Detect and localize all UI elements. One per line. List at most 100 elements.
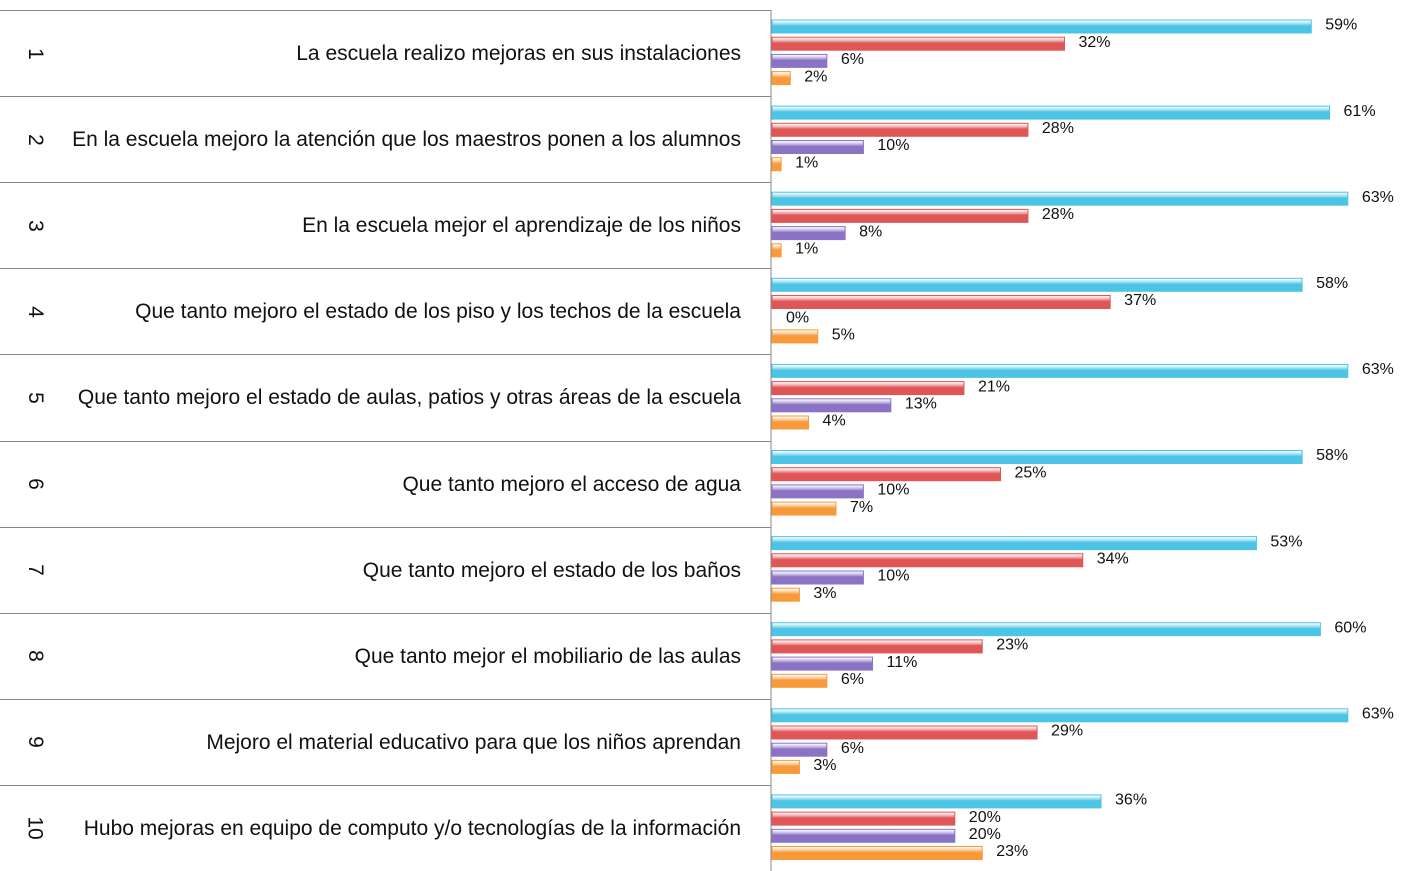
- data-label: 10%: [877, 482, 909, 499]
- data-label: 61%: [1344, 103, 1376, 120]
- category-cell: Que tanto mejoro el acceso de agua: [60, 442, 741, 527]
- category-cell: Que tanto mejoro el estado de aulas, pat…: [60, 355, 741, 440]
- table-row: 5 Que tanto mejoro el estado de aulas, pa…: [0, 354, 771, 440]
- bar: [771, 639, 983, 654]
- bar: [771, 36, 1065, 51]
- bar: [771, 53, 828, 68]
- data-label: 25%: [1015, 464, 1047, 481]
- data-label: 6%: [841, 51, 864, 68]
- bar: [771, 708, 1349, 723]
- bar: [771, 243, 782, 258]
- data-label: 2%: [804, 68, 827, 85]
- data-label: 23%: [996, 637, 1028, 654]
- bar: [771, 226, 846, 241]
- bar: [771, 828, 956, 843]
- data-label: 63%: [1362, 361, 1394, 378]
- category-label: Que tanto mejoro el estado de los baños: [362, 558, 741, 582]
- bar: [771, 208, 1029, 223]
- category-cell: En la escuela mejoro la atención que los…: [60, 97, 741, 182]
- data-label: 63%: [1362, 706, 1394, 723]
- table-row: 7 Que tanto mejoro el estado de los baños: [0, 526, 771, 613]
- category-cell: En la escuela mejor el aprendizaje de lo…: [60, 183, 741, 268]
- data-label: 28%: [1042, 120, 1074, 137]
- bar: [771, 501, 837, 516]
- bar: [771, 140, 864, 154]
- bar: [771, 759, 800, 774]
- bar: [771, 553, 1084, 568]
- category-label: Que tanto mejoro el acceso de agua: [402, 472, 741, 496]
- bar: [771, 656, 874, 671]
- bar: [771, 277, 1303, 292]
- data-label: 28%: [1042, 206, 1074, 223]
- table-row: 10 Hubo mejoras en equipo de computo y/o …: [0, 784, 771, 871]
- category-label: Hubo mejoras en equipo de computo y/o te…: [83, 816, 741, 840]
- data-label: 10%: [877, 137, 909, 154]
- category-cell: Mejoro el material educativo para que lo…: [60, 700, 741, 785]
- bar: [771, 122, 1029, 137]
- bar: [771, 105, 1331, 120]
- bar: [771, 811, 956, 826]
- data-label: 6%: [841, 671, 864, 688]
- category-cell: Que tanto mejor el mobiliario de las aul…: [60, 614, 741, 699]
- bar: [771, 450, 1303, 464]
- data-label: 10%: [877, 568, 909, 585]
- category-label: Que tanto mejoro el estado de aulas, pat…: [77, 386, 741, 410]
- category-label: Que tanto mejor el mobiliario de las aul…: [354, 644, 741, 668]
- data-label: 63%: [1362, 189, 1394, 206]
- data-label: 8%: [859, 223, 882, 240]
- data-label: 21%: [978, 378, 1010, 395]
- bar: [771, 295, 1111, 309]
- bar: [771, 587, 800, 602]
- table-row: 6 Que tanto mejoro el acceso de agua: [0, 440, 771, 527]
- data-label: 59%: [1325, 17, 1357, 34]
- data-label: 37%: [1124, 292, 1156, 309]
- data-label: 34%: [1097, 551, 1129, 568]
- data-label: 60%: [1334, 619, 1366, 636]
- bar: [771, 329, 819, 344]
- data-label: 11%: [887, 654, 918, 671]
- bar: [771, 71, 791, 86]
- bar: [771, 484, 864, 499]
- bar: [771, 673, 828, 688]
- data-label: 20%: [969, 809, 1001, 826]
- bar: [771, 467, 1001, 482]
- data-label: 3%: [813, 757, 836, 774]
- category-label: Que tanto mejoro el estado de los piso y…: [135, 300, 741, 324]
- category-label: En la escuela mejor el aprendizaje de lo…: [302, 214, 741, 238]
- data-label: 20%: [969, 826, 1001, 843]
- table-row: 8 Que tanto mejor el mobiliario de las au…: [0, 612, 771, 699]
- data-label: 7%: [850, 499, 873, 516]
- bar: [771, 570, 864, 585]
- bar: [771, 381, 965, 396]
- data-label: 29%: [1051, 723, 1083, 740]
- data-label: 5%: [832, 327, 855, 344]
- category-cell: Que tanto mejoro el estado de los piso y…: [60, 269, 741, 354]
- table-row: 9 Mejoro el material educativo para que l…: [0, 698, 771, 785]
- data-label: 23%: [996, 843, 1028, 860]
- bar: [771, 794, 1102, 809]
- category-cell: Hubo mejoras en equipo de computo y/o te…: [60, 786, 741, 871]
- category-cell: La escuela realizo mejoras en sus instal…: [60, 11, 741, 96]
- data-label: 0%: [786, 309, 809, 326]
- data-label: 13%: [905, 396, 937, 413]
- category-cell: Que tanto mejoro el estado de los baños: [60, 528, 741, 613]
- data-label: 36%: [1115, 792, 1147, 809]
- data-label: 6%: [841, 740, 864, 757]
- category-label: La escuela realizo mejoras en sus instal…: [296, 42, 741, 66]
- data-label: 1%: [795, 154, 818, 171]
- category-label: En la escuela mejoro la atención que los…: [72, 128, 741, 152]
- data-label: 58%: [1316, 275, 1348, 292]
- table-row: 4 Que tanto mejoro el estado de los piso …: [0, 268, 771, 354]
- table-row: 3 En la escuela mejor el aprendizaje de l…: [0, 182, 771, 268]
- category-label: Mejoro el material educativo para que lo…: [206, 730, 741, 754]
- table-row: 1 La escuela realizo mejoras en sus insta…: [0, 10, 771, 96]
- bar: [771, 415, 810, 430]
- bar: [771, 742, 828, 757]
- bar: [771, 725, 1038, 740]
- bar: [771, 157, 782, 172]
- data-label: 53%: [1270, 533, 1302, 550]
- data-label: 3%: [813, 585, 836, 602]
- bar: [771, 19, 1312, 34]
